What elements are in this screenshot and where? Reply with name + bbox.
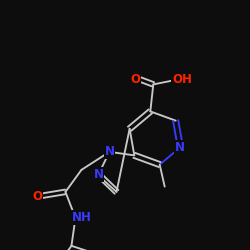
Text: N: N bbox=[104, 145, 115, 158]
Text: NH: NH bbox=[72, 211, 92, 224]
Text: OH: OH bbox=[172, 73, 192, 86]
Text: N: N bbox=[175, 141, 185, 154]
Text: N: N bbox=[94, 168, 104, 181]
Text: O: O bbox=[32, 190, 42, 203]
Text: O: O bbox=[130, 73, 140, 86]
